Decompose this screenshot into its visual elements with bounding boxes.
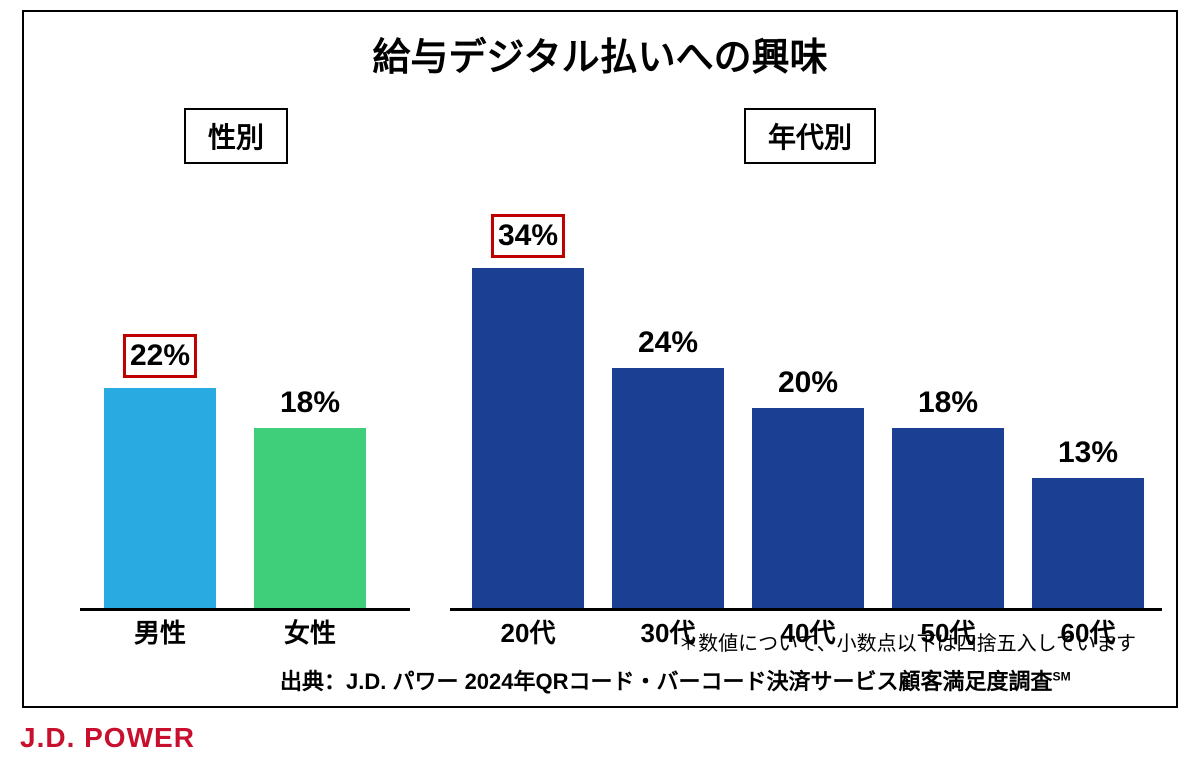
- group-label-age: 年代別: [744, 108, 876, 164]
- source-attribution: 出典：J.D. パワー 2024年QRコード・バーコード決済サービス顧客満足度調…: [280, 664, 1071, 696]
- footnote-text: ＊数値について、小数点以下は四捨五入しています: [678, 627, 1136, 656]
- bar-age-0: 34%20代: [472, 268, 584, 608]
- bar-gender-0: 22%男性: [104, 388, 216, 608]
- chart-title: 給与デジタル払いへの興味: [24, 26, 1176, 81]
- bar-category-age-0: 20代: [472, 613, 584, 650]
- bar-category-gender-0: 男性: [104, 613, 216, 650]
- bar-value-age-1: 24%: [612, 326, 724, 360]
- axis-gender: [80, 608, 410, 611]
- jdpower-logo: J.D. POWER: [20, 722, 195, 754]
- chart-frame: 給与デジタル払いへの興味 性別年代別 22%男性18%女性34%20代24%30…: [22, 10, 1178, 708]
- bar-age-4: 13%60代: [1032, 478, 1144, 608]
- bar-value-gender-1: 18%: [254, 386, 366, 420]
- bar-value-age-2: 20%: [752, 366, 864, 400]
- bar-age-2: 20%40代: [752, 408, 864, 608]
- source-text: 出典：J.D. パワー 2024年QRコード・バーコード決済サービス顧客満足度調…: [280, 669, 1053, 694]
- bar-value-age-3: 18%: [892, 386, 1004, 420]
- group-label-gender: 性別: [184, 108, 288, 164]
- bar-value-age-0: 34%: [491, 214, 565, 258]
- bar-age-1: 24%30代: [612, 368, 724, 608]
- bar-age-3: 18%50代: [892, 428, 1004, 608]
- bar-value-gender-0: 22%: [123, 334, 197, 378]
- bar-gender-1: 18%女性: [254, 428, 366, 608]
- chart-plot-area: 22%男性 18%女性 34%20代24%30代20%40代18%50代13%60代: [24, 208, 1176, 608]
- source-sm-mark: SM: [1053, 670, 1071, 684]
- bar-category-gender-1: 女性: [254, 613, 366, 650]
- bar-value-age-4: 13%: [1032, 436, 1144, 470]
- axis-age: [450, 608, 1162, 611]
